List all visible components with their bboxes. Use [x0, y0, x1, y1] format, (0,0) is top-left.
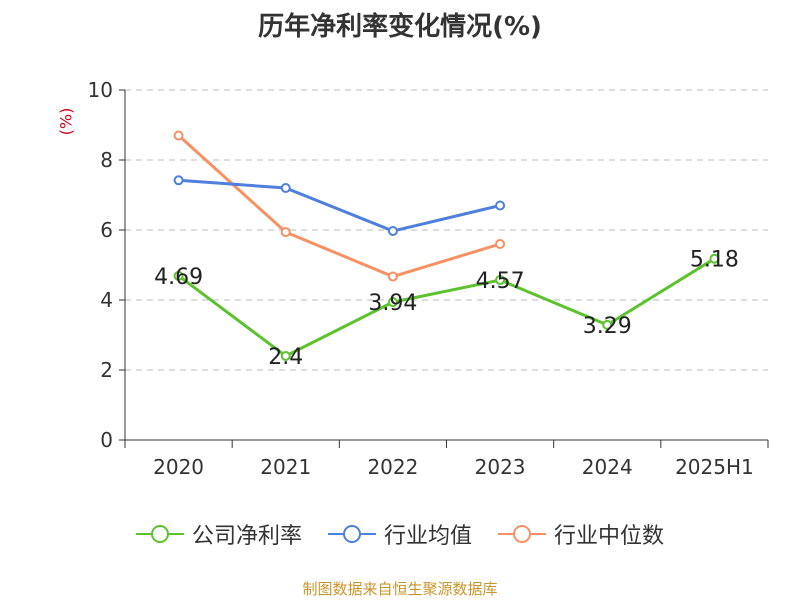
- data-label: 4.69: [154, 265, 203, 290]
- legend-item-company[interactable]: 公司净利率: [135, 518, 302, 550]
- y-tick-label: 0: [100, 428, 113, 452]
- data-label: 3.94: [368, 291, 417, 316]
- y-tick-label: 2: [100, 358, 113, 382]
- data-point-0: [280, 351, 291, 361]
- x-tick-label: 2021: [260, 455, 311, 479]
- data-point-0: [173, 270, 184, 281]
- y-tick-label: 6: [100, 218, 113, 242]
- data-label: 4.57: [476, 269, 525, 294]
- data-point-2: [280, 227, 291, 238]
- data-point-1: [495, 200, 506, 211]
- legend-item-industry-median[interactable]: 行业中位数: [498, 518, 664, 550]
- data-point-1: [387, 226, 398, 237]
- data-source-note: 制图数据来自恒生聚源数据库: [302, 580, 498, 598]
- data-label: 3.29: [583, 314, 632, 339]
- x-tick-label: 2025H1: [675, 455, 754, 479]
- chart-title: 历年净利率变化情况(%): [258, 12, 542, 42]
- data-point-2: [495, 239, 506, 249]
- series-line-0: [177, 257, 716, 358]
- y-tick-label: 8: [100, 148, 113, 172]
- legend-item-industry-avg[interactable]: 行业均值: [327, 518, 472, 550]
- data-point-1: [173, 175, 184, 186]
- data-point-0: [709, 253, 720, 264]
- x-tick-label: 2020: [153, 455, 204, 479]
- data-point-0: [387, 297, 398, 308]
- data-point-0: [602, 319, 613, 330]
- series-line-2: [177, 134, 501, 279]
- data-label: 5.18: [690, 248, 739, 273]
- x-tick-label: 2022: [367, 455, 418, 479]
- legend-label-industry-avg: 行业均值: [383, 524, 472, 549]
- y-tick-label: 10: [88, 78, 113, 102]
- x-tick-label: 2023: [475, 455, 526, 479]
- legend-label-company: 公司净利率: [191, 524, 302, 549]
- data-point-2: [173, 130, 184, 141]
- data-point-2: [387, 271, 398, 282]
- series-line-1: [178, 178, 501, 233]
- legend-swatch-company: [135, 525, 184, 543]
- legend-label-industry-median: 行业中位数: [554, 524, 665, 549]
- data-label: 2.4: [268, 345, 303, 370]
- legend-swatch-industry-median: [498, 525, 546, 543]
- data-point-1: [280, 183, 291, 193]
- legend: 公司净利率 行业均值 行业中位数: [0, 518, 800, 550]
- legend-swatch-industry-avg: [327, 525, 376, 543]
- x-tick-label: 2024: [582, 455, 633, 479]
- data-point-0: [495, 275, 506, 286]
- y-tick-label: 4: [100, 288, 113, 312]
